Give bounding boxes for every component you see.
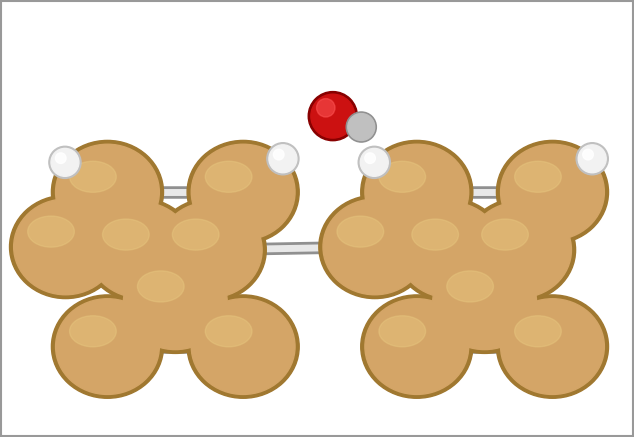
Ellipse shape	[51, 295, 164, 398]
Circle shape	[583, 149, 593, 160]
Circle shape	[273, 149, 284, 160]
Ellipse shape	[463, 198, 576, 302]
Circle shape	[358, 146, 391, 178]
Ellipse shape	[515, 161, 561, 192]
Ellipse shape	[119, 250, 231, 354]
Circle shape	[49, 146, 81, 178]
Ellipse shape	[205, 316, 252, 347]
Ellipse shape	[365, 144, 469, 240]
Ellipse shape	[361, 140, 473, 244]
Ellipse shape	[337, 216, 384, 247]
Ellipse shape	[412, 219, 458, 250]
Ellipse shape	[205, 161, 252, 192]
Circle shape	[346, 112, 377, 142]
Circle shape	[316, 99, 335, 117]
Circle shape	[267, 143, 299, 175]
Circle shape	[578, 145, 606, 173]
Circle shape	[360, 149, 388, 176]
Ellipse shape	[515, 316, 561, 347]
Ellipse shape	[319, 195, 431, 298]
Ellipse shape	[10, 195, 122, 298]
Ellipse shape	[379, 316, 425, 347]
Ellipse shape	[429, 250, 541, 354]
Ellipse shape	[482, 219, 528, 250]
Ellipse shape	[56, 299, 159, 395]
Circle shape	[365, 153, 375, 163]
Ellipse shape	[14, 199, 117, 295]
Ellipse shape	[172, 219, 219, 250]
Ellipse shape	[398, 202, 501, 298]
Ellipse shape	[124, 254, 227, 350]
Ellipse shape	[501, 144, 604, 240]
Ellipse shape	[51, 140, 164, 244]
Ellipse shape	[84, 198, 197, 302]
Ellipse shape	[379, 161, 425, 192]
Ellipse shape	[70, 161, 116, 192]
Ellipse shape	[28, 216, 74, 247]
Ellipse shape	[187, 295, 299, 398]
Circle shape	[55, 153, 66, 163]
Ellipse shape	[138, 271, 184, 302]
Ellipse shape	[447, 271, 493, 302]
Ellipse shape	[89, 202, 192, 298]
Ellipse shape	[496, 295, 609, 398]
Ellipse shape	[56, 144, 159, 240]
Circle shape	[51, 149, 79, 176]
Ellipse shape	[187, 140, 299, 244]
Ellipse shape	[501, 299, 604, 395]
Circle shape	[576, 143, 608, 175]
Ellipse shape	[361, 295, 473, 398]
Ellipse shape	[323, 199, 427, 295]
Circle shape	[308, 92, 358, 141]
Ellipse shape	[496, 140, 609, 244]
Ellipse shape	[394, 198, 506, 302]
Ellipse shape	[191, 299, 295, 395]
Circle shape	[348, 114, 375, 140]
Circle shape	[311, 94, 355, 138]
Ellipse shape	[433, 254, 536, 350]
Ellipse shape	[191, 144, 295, 240]
Ellipse shape	[103, 219, 149, 250]
Ellipse shape	[365, 299, 469, 395]
Ellipse shape	[158, 202, 262, 298]
Ellipse shape	[70, 316, 116, 347]
Ellipse shape	[468, 202, 571, 298]
Ellipse shape	[154, 198, 266, 302]
Circle shape	[269, 145, 297, 173]
